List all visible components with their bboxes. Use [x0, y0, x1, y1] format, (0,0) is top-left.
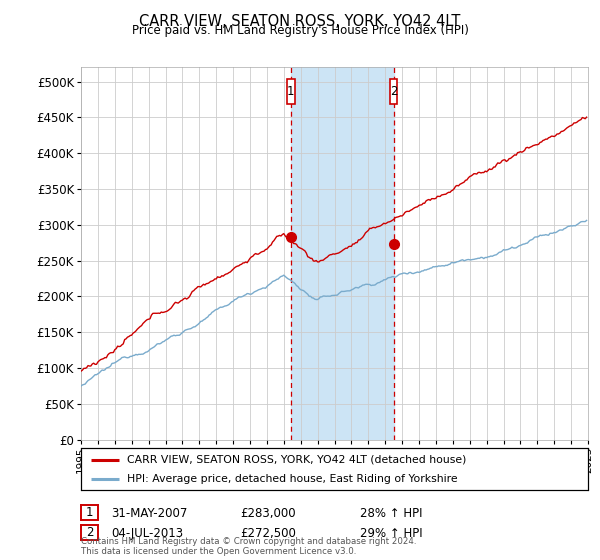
FancyBboxPatch shape	[287, 80, 295, 104]
Text: 2: 2	[86, 526, 93, 539]
Text: HPI: Average price, detached house, East Riding of Yorkshire: HPI: Average price, detached house, East…	[127, 474, 457, 484]
Text: 28% ↑ HPI: 28% ↑ HPI	[360, 507, 422, 520]
Text: 29% ↑ HPI: 29% ↑ HPI	[360, 527, 422, 540]
Text: 1: 1	[287, 86, 295, 99]
FancyBboxPatch shape	[390, 80, 397, 104]
Text: CARR VIEW, SEATON ROSS, YORK, YO42 4LT: CARR VIEW, SEATON ROSS, YORK, YO42 4LT	[139, 14, 461, 29]
Text: 2: 2	[390, 86, 397, 99]
Text: 1: 1	[86, 506, 93, 519]
Text: Contains HM Land Registry data © Crown copyright and database right 2024.
This d: Contains HM Land Registry data © Crown c…	[81, 536, 416, 556]
Text: 04-JUL-2013: 04-JUL-2013	[111, 527, 183, 540]
Text: CARR VIEW, SEATON ROSS, YORK, YO42 4LT (detached house): CARR VIEW, SEATON ROSS, YORK, YO42 4LT (…	[127, 455, 466, 465]
Bar	[291, 67, 394, 440]
Text: £283,000: £283,000	[240, 507, 296, 520]
Text: £272,500: £272,500	[240, 527, 296, 540]
Text: Price paid vs. HM Land Registry's House Price Index (HPI): Price paid vs. HM Land Registry's House …	[131, 24, 469, 36]
Text: 31-MAY-2007: 31-MAY-2007	[111, 507, 187, 520]
